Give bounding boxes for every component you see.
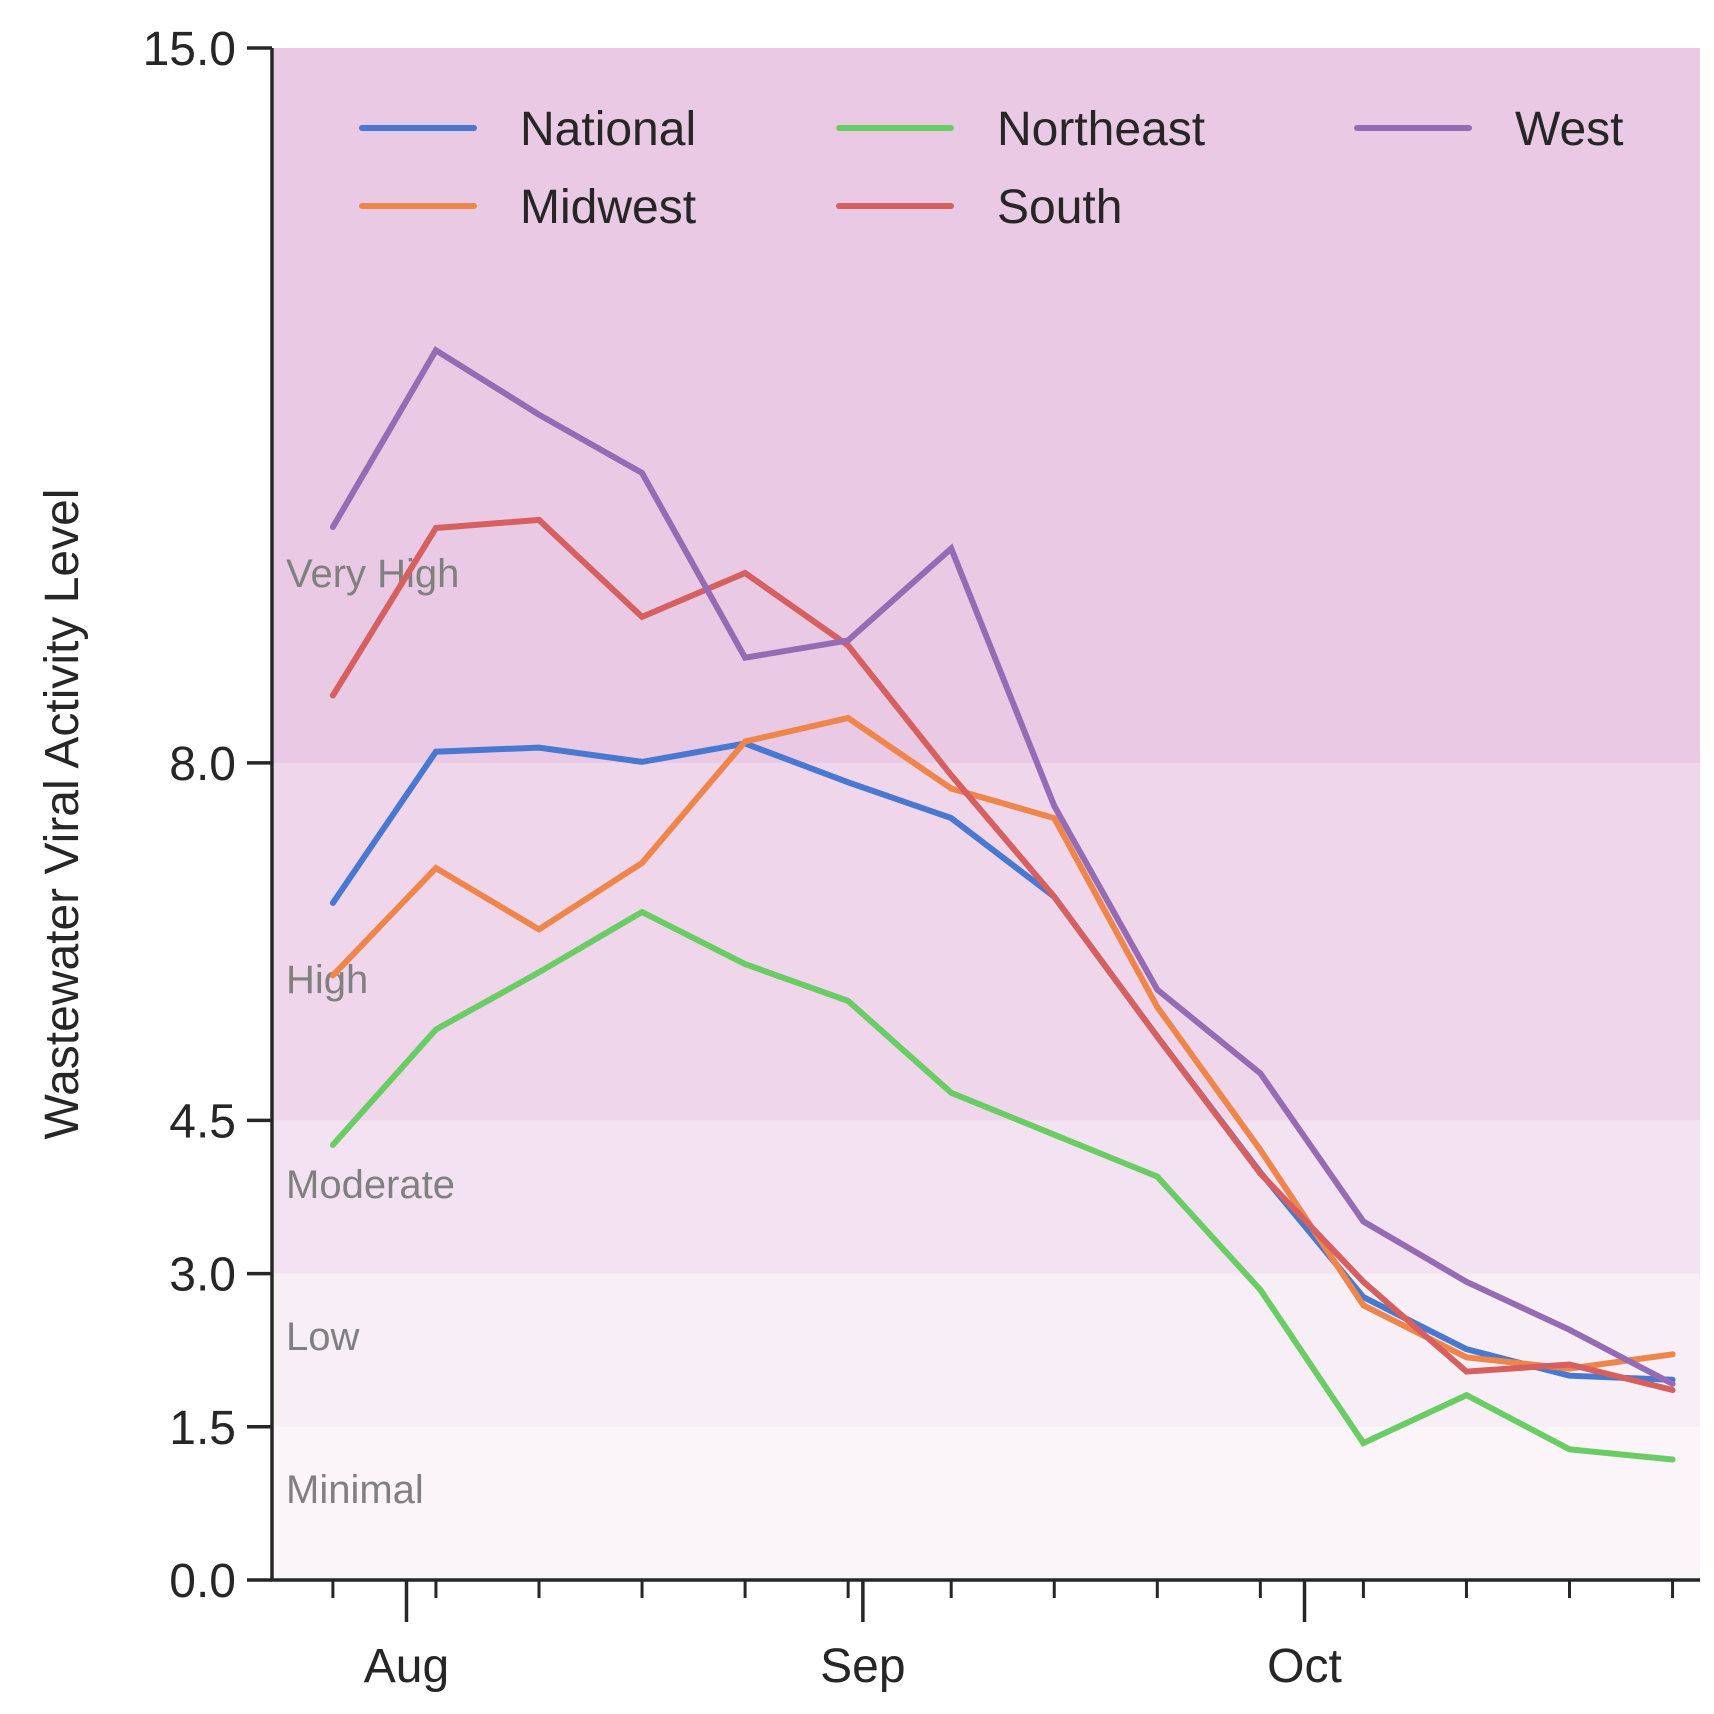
activity-level-labels: Minimal Low Moderate High Very High (286, 552, 459, 1512)
x-tick-label: Aug (364, 1640, 449, 1693)
y-axis-title: Wastewater Viral Activity Level (36, 489, 89, 1140)
band-label-low: Low (286, 1315, 359, 1359)
legend-item-south: South (836, 181, 1122, 234)
series-lines (329, 346, 1676, 1463)
band-label-moderate: Moderate (286, 1163, 455, 1207)
y-tick-label: 1.5 (169, 1402, 236, 1455)
series-line-northeast (329, 908, 1676, 1463)
y-tick-label: 3.0 (169, 1249, 236, 1302)
series-line-midwest (329, 714, 1676, 1372)
legend-item-national: National (359, 103, 696, 156)
y-tick-label: 15.0 (143, 23, 236, 76)
series-line-south (329, 516, 1676, 1393)
x-tick-label: Oct (1267, 1640, 1342, 1693)
band-very-high (274, 48, 1700, 763)
band-label-very-high: Very High (286, 552, 459, 596)
legend-item-midwest: Midwest (359, 181, 696, 234)
band-label-minimal: Minimal (286, 1468, 424, 1512)
legend: National Midwest Northeast South West (359, 103, 1623, 234)
band-label-high: High (286, 958, 368, 1002)
axes (270, 48, 1700, 1582)
series-line-national (329, 740, 1676, 1383)
legend-label: Northeast (997, 103, 1205, 156)
series-line-west (329, 346, 1676, 1387)
legend-label: Midwest (520, 181, 696, 234)
legend-item-northeast: Northeast (836, 103, 1205, 156)
legend-label: South (997, 181, 1122, 234)
band-moderate (274, 1120, 1700, 1274)
x-tick-label: Sep (820, 1640, 905, 1693)
x-ticks: Aug Sep Oct (331, 1580, 1675, 1693)
y-tick-label: 4.5 (169, 1095, 236, 1148)
band-minimal (274, 1426, 1700, 1580)
legend-item-west: West (1354, 103, 1623, 156)
band-high (274, 762, 1700, 1121)
legend-label: West (1515, 103, 1623, 156)
legend-label: National (520, 103, 696, 156)
y-ticks: 0.0 1.5 3.0 4.5 8.0 15.0 (143, 23, 272, 1608)
y-tick-label: 0.0 (169, 1555, 236, 1608)
y-tick-label: 8.0 (169, 738, 236, 791)
